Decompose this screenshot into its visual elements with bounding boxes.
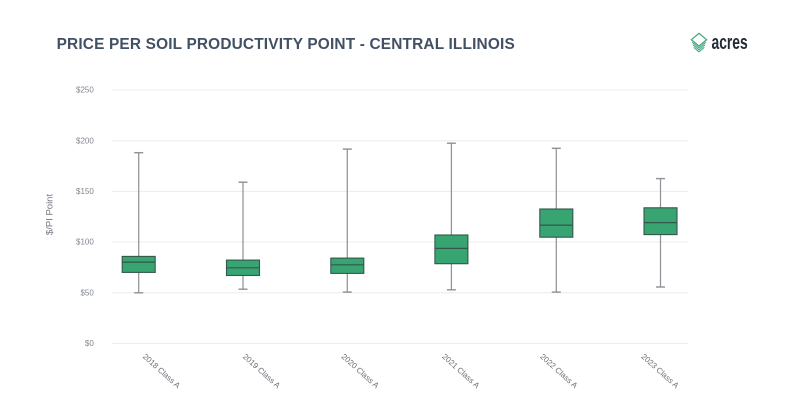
svg-text:2023 Class A: 2023 Class A [639,352,681,391]
svg-text:2019 Class A: 2019 Class A [241,352,283,391]
svg-text:2021 Class A: 2021 Class A [440,352,482,391]
svg-text:$100: $100 [76,238,94,247]
svg-text:2022 Class A: 2022 Class A [538,352,580,391]
svg-text:2020 Class A: 2020 Class A [340,352,382,391]
svg-text:PRICE PER SOIL PRODUCTIVITY PO: PRICE PER SOIL PRODUCTIVITY POINT - CENT… [57,36,515,53]
svg-text:$150: $150 [76,187,94,196]
svg-text:$/PI Point: $/PI Point [45,194,56,236]
svg-text:2018 Class A: 2018 Class A [141,352,183,391]
svg-text:$200: $200 [76,136,94,145]
svg-text:$0: $0 [85,339,94,348]
svg-text:acres: acres [712,30,748,53]
svg-text:$250: $250 [76,86,94,95]
svg-text:$50: $50 [80,288,94,297]
